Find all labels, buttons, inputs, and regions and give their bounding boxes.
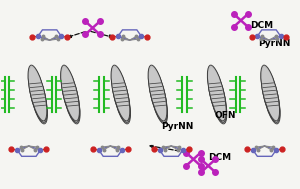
Ellipse shape [148, 67, 167, 122]
Text: PyrNN: PyrNN [161, 122, 193, 131]
Ellipse shape [29, 68, 47, 124]
Text: PyrNN: PyrNN [259, 39, 291, 48]
Ellipse shape [149, 68, 167, 124]
Ellipse shape [61, 67, 80, 122]
Ellipse shape [261, 67, 280, 122]
Ellipse shape [28, 67, 47, 122]
Ellipse shape [208, 67, 226, 122]
Ellipse shape [111, 65, 130, 121]
Ellipse shape [261, 68, 280, 124]
Ellipse shape [207, 65, 226, 121]
Ellipse shape [111, 67, 130, 122]
Ellipse shape [208, 68, 227, 124]
Ellipse shape [61, 65, 80, 121]
Ellipse shape [148, 65, 167, 121]
Ellipse shape [28, 65, 47, 121]
Text: DCM: DCM [208, 153, 231, 162]
Text: OFN: OFN [214, 111, 236, 120]
Ellipse shape [112, 68, 130, 124]
Ellipse shape [261, 65, 280, 121]
Ellipse shape [61, 68, 80, 124]
Text: DCM: DCM [250, 21, 273, 30]
